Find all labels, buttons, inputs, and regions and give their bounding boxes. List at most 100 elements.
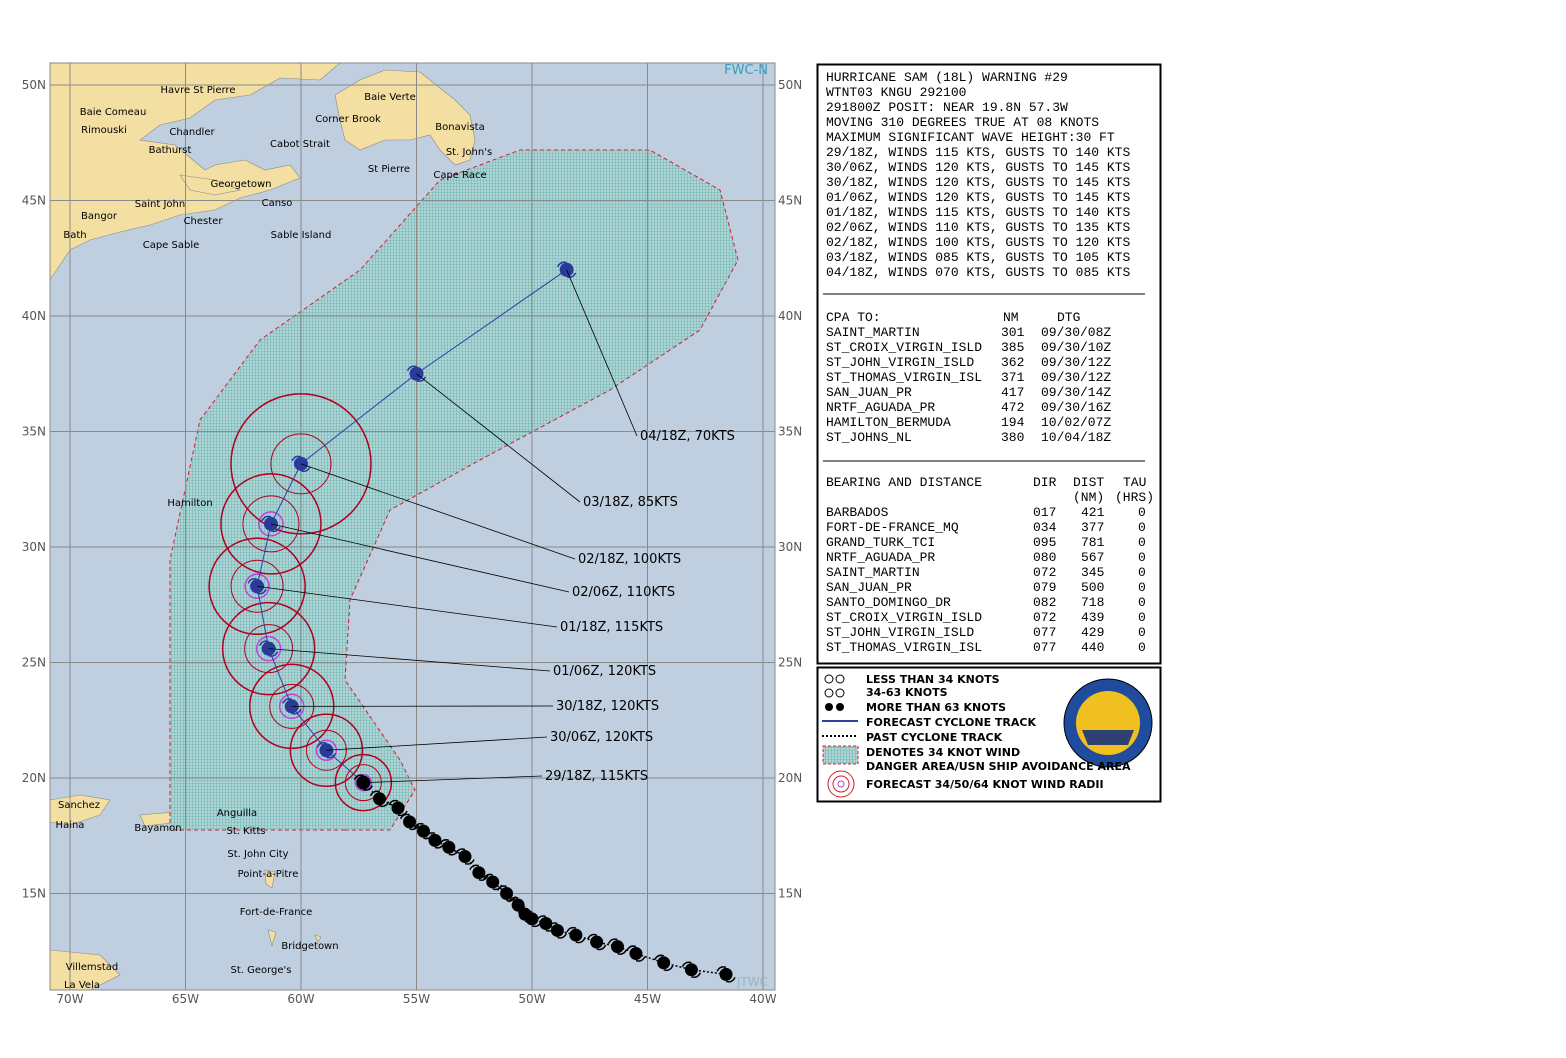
bearing-cell: 079 (1033, 580, 1056, 595)
bearing-cell: SAN_JUAN_PR (826, 580, 912, 595)
bearing-cell: 034 (1033, 520, 1057, 535)
lat-label: 40N (22, 309, 46, 323)
cpa-cell: NRTF_AGUADA_PR (826, 400, 935, 415)
lat-label: 40N (778, 309, 802, 323)
forecast-label: 02/18Z, 100KTS (578, 552, 681, 567)
legend-label: PAST CYCLONE TRACK (866, 731, 1003, 744)
cpa-cell: 194 (1001, 415, 1025, 430)
forecast-label: 01/18Z, 115KTS (560, 620, 663, 635)
warning-line: 29/18Z, WINDS 115 KTS, GUSTS TO 140 KTS (826, 145, 1130, 160)
warning-line: HURRICANE SAM (18L) WARNING #29 (826, 70, 1068, 85)
bearing-header: DIST (1073, 475, 1104, 490)
cpa-cell: 362 (1001, 355, 1024, 370)
lat-label: 50N (22, 78, 46, 92)
bearing-cell: 0 (1138, 550, 1146, 565)
bearing-cell: 0 (1138, 640, 1146, 655)
place-label: Bridgetown (281, 941, 338, 952)
lat-label: 35N (778, 425, 802, 439)
warning-line: 30/06Z, WINDS 120 KTS, GUSTS TO 145 KTS (826, 160, 1130, 175)
warning-line: 02/06Z, WINDS 110 KTS, GUSTS TO 135 KTS (826, 220, 1130, 235)
legend-label: FORECAST CYCLONE TRACK (866, 716, 1036, 729)
cpa-cell: ST_CROIX_VIRGIN_ISLD (826, 340, 982, 355)
forecast-label: 30/06Z, 120KTS (550, 730, 653, 745)
lat-label: 30N (22, 540, 46, 554)
bearing-cell: 095 (1033, 535, 1056, 550)
forecast-label: 01/06Z, 120KTS (553, 664, 656, 679)
place-label: Baie Comeau (80, 107, 147, 118)
bearing-cell: 077 (1033, 640, 1056, 655)
bearing-cell: 080 (1033, 550, 1056, 565)
cpa-header: CPA TO: (826, 310, 881, 325)
place-label: Sable Island (271, 230, 332, 241)
bearing-cell: SAINT_MARTIN (826, 565, 920, 580)
place-label: St. John City (227, 849, 288, 860)
bearing-cell: 377 (1081, 520, 1104, 535)
past-position (428, 834, 441, 847)
warning-line: MOVING 310 DEGREES TRUE AT 08 KNOTS (826, 115, 1099, 130)
lon-label: 60W (287, 992, 314, 1006)
place-label: Corner Brook (315, 114, 381, 125)
lat-label: 45N (778, 194, 802, 208)
bearing-cell: 0 (1138, 520, 1146, 535)
cpa-cell: 472 (1001, 400, 1024, 415)
lon-label: 45W (634, 992, 661, 1006)
past-position (611, 940, 624, 953)
bearing-cell: ST_JOHN_VIRGIN_ISLD (826, 625, 974, 640)
bearing-cell: 718 (1081, 595, 1104, 610)
warning-line: 30/18Z, WINDS 120 KTS, GUSTS TO 145 KTS (826, 175, 1130, 190)
place-label: Chandler (169, 127, 215, 138)
place-label: St. John's (446, 147, 492, 158)
forecast-label: 30/18Z, 120KTS (556, 699, 659, 714)
bearing-cell: 421 (1081, 505, 1105, 520)
place-label: St. George's (230, 965, 291, 976)
cpa-cell: 10/04/18Z (1041, 430, 1111, 445)
place-label: Saint John (135, 199, 185, 210)
bearing-cell: 0 (1138, 505, 1146, 520)
warning-line: MAXIMUM SIGNIFICANT WAVE HEIGHT:30 FT (826, 130, 1115, 145)
bearing-cell: 017 (1033, 505, 1056, 520)
warning-line: 04/18Z, WINDS 070 KTS, GUSTS TO 085 KTS (826, 265, 1130, 280)
bearing-cell: 345 (1081, 565, 1104, 580)
past-position (472, 866, 485, 879)
place-label: Canso (262, 198, 293, 209)
watermark: FWC-N (724, 63, 768, 78)
past-position (526, 912, 539, 925)
past-position (539, 917, 552, 930)
lat-label: 25N (778, 656, 802, 670)
place-label: Fort-de-France (240, 907, 313, 918)
warning-line: 291800Z POSIT: NEAR 19.8N 57.3W (826, 100, 1068, 115)
lat-label: 25N (22, 656, 46, 670)
past-position (417, 825, 430, 838)
bearing-cell: 0 (1138, 565, 1146, 580)
lon-label: 70W (56, 992, 83, 1006)
past-position (569, 929, 582, 942)
place-label: Bonavista (435, 122, 484, 133)
bearing-cell: BARBADOS (826, 505, 889, 520)
forecast-label: 04/18Z, 70KTS (640, 429, 735, 444)
bearing-cell: 072 (1033, 565, 1056, 580)
past-position (629, 947, 642, 960)
cpa-cell: HAMILTON_BERMUDA (826, 415, 951, 430)
bearing-cell: GRAND_TURK_TCI (826, 535, 935, 550)
past-position (459, 850, 472, 863)
place-label: Haina (56, 820, 85, 831)
cpa-cell: SAINT_MARTIN (826, 325, 920, 340)
past-position (403, 815, 416, 828)
warning-line: 02/18Z, WINDS 100 KTS, GUSTS TO 120 KTS (826, 235, 1130, 250)
cpa-cell: 09/30/12Z (1041, 370, 1111, 385)
place-label: Point-a-Pitre (238, 869, 299, 880)
legend-label: MORE THAN 63 KNOTS (866, 701, 1006, 714)
past-position (442, 841, 455, 854)
past-position (685, 963, 698, 976)
cpa-header: NM (1003, 310, 1019, 325)
bearing-cell: 439 (1081, 610, 1104, 625)
warning-line: 03/18Z, WINDS 085 KTS, GUSTS TO 105 KTS (826, 250, 1130, 265)
bearing-cell: ST_CROIX_VIRGIN_ISLD (826, 610, 982, 625)
place-label: Rimouski (81, 125, 127, 136)
cpa-cell: ST_JOHN_VIRGIN_ISLD (826, 355, 974, 370)
bearing-cell: 0 (1138, 625, 1146, 640)
bearing-cell: 0 (1138, 580, 1146, 595)
place-label: Sanchez (58, 800, 100, 811)
legend-label: LESS THAN 34 KNOTS (866, 673, 1000, 686)
